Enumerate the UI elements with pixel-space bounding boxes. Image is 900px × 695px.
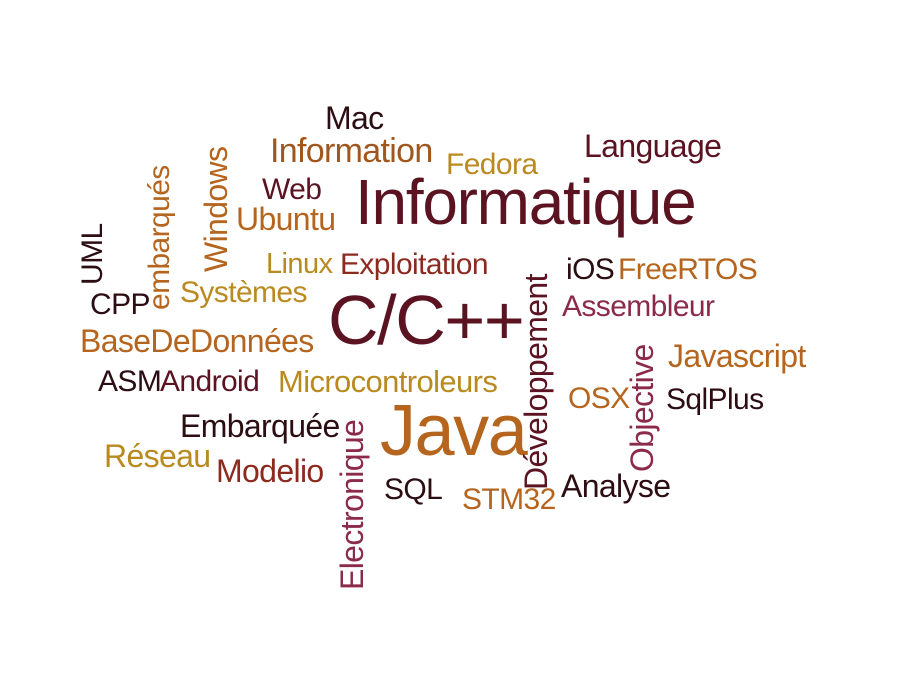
word-java: Java (380, 391, 528, 471)
word-embarques: embarqués (143, 165, 176, 310)
word-information: Information (270, 132, 433, 170)
word-ubuntu: Ubuntu (236, 201, 336, 237)
word-embarquee: Embarquée (180, 408, 340, 444)
word-fedora: Fedora (446, 148, 538, 181)
word-freertos: FreeRTOS (618, 253, 758, 286)
word-objective: Objective (624, 344, 660, 472)
word-uml: UML (76, 223, 109, 285)
word-modelio: Modelio (216, 453, 324, 489)
word-assembleur: Assembleur (562, 290, 715, 323)
word-asm: ASM (98, 365, 162, 398)
word-web: Web (262, 173, 322, 206)
word-mac: Mac (325, 100, 384, 136)
word-stm32: STM32 (462, 483, 556, 516)
word-osx: OSX (568, 382, 630, 415)
word-microcontroleurs: Microcontroleurs (278, 364, 498, 399)
word-sql: SQL (384, 473, 443, 506)
word-reseau: Réseau (104, 438, 211, 474)
word-basededonnees: BaseDeDonnées (80, 323, 314, 359)
word-exploitation: Exploitation (340, 248, 489, 281)
word-informatique: Informatique (355, 166, 697, 238)
word-language: Language (584, 128, 722, 164)
word-sqlplus: SqlPlus (666, 383, 764, 416)
word-cpp-large: C/C++ (328, 281, 525, 359)
word-systemes: Systèmes (180, 276, 308, 309)
word-analyse: Analyse (561, 468, 671, 504)
word-cpp: CPP (90, 288, 150, 321)
word-javascript: Javascript (668, 338, 806, 374)
word-electronique: Electronique (334, 419, 370, 590)
word-developpement: Développement (518, 274, 554, 490)
word-android: Android (160, 365, 260, 398)
word-windows: Windows (198, 146, 234, 272)
word-ios: iOS (566, 253, 615, 286)
word-linux: Linux (266, 248, 333, 280)
